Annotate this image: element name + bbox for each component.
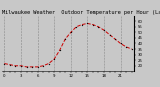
Text: Milwaukee Weather  Outdoor Temperature per Hour (Last 24 Hours): Milwaukee Weather Outdoor Temperature pe…: [2, 10, 160, 15]
